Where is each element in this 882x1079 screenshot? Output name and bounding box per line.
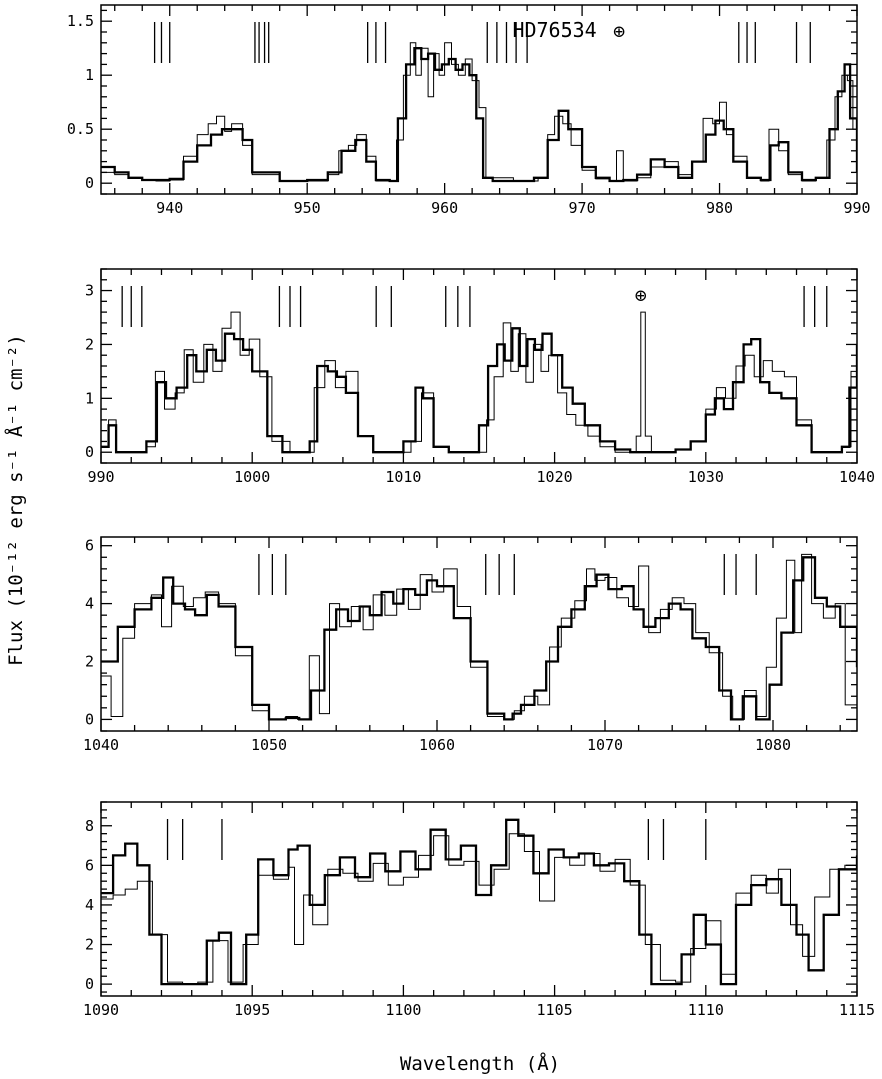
observed-spectrum-line <box>101 42 857 182</box>
panel-frame <box>100 801 858 997</box>
observed-spectrum-line <box>101 553 857 720</box>
x-tick-label: 1060 <box>419 736 455 754</box>
y-tick-label: 0 <box>85 975 94 993</box>
x-tick-label: 960 <box>431 199 458 217</box>
y-tick-label: 4 <box>85 896 94 914</box>
y-axis-label: Flux (10⁻¹² erg s⁻¹ Å⁻¹ cm⁻²) <box>4 334 27 666</box>
x-tick-label: 1040 <box>83 736 119 754</box>
chart-title: HD76534 <box>512 18 596 42</box>
x-tick-label: 990 <box>87 468 114 486</box>
y-tick-label: 4 <box>85 595 94 613</box>
earth-symbol: ⊕ <box>635 283 647 307</box>
x-tick-label: 1110 <box>688 1001 724 1019</box>
x-tick-label: 1080 <box>755 736 791 754</box>
panel-frame <box>100 4 858 195</box>
spectrum-panel-3: 1040 1050 1060 1070 1080 0 2 4 6 <box>83 536 858 754</box>
y-tick-label: 1 <box>85 66 94 84</box>
x-tick-label: 1030 <box>688 468 724 486</box>
y-tick-label: 6 <box>85 856 94 874</box>
x-tick-label: 1000 <box>234 468 270 486</box>
x-tick-label: 1040 <box>839 468 875 486</box>
earth-symbol: ⊕ <box>613 19 625 43</box>
model-spectrum-line <box>101 556 857 721</box>
series-group <box>101 311 857 454</box>
spectrum-panel-4: 1090 1095 1100 1105 1110 1115 0 2 4 6 8 <box>83 801 875 1019</box>
spectrum-panel-2: 990 1000 1010 1020 1030 1040 0 1 2 3 ⊕ <box>85 268 875 486</box>
y-tick-label: 8 <box>85 817 94 835</box>
model-spectrum-line <box>101 818 857 986</box>
x-tick-label: 1070 <box>587 736 623 754</box>
x-tick-label: 1090 <box>83 1001 119 1019</box>
x-tick-label: 1095 <box>234 1001 270 1019</box>
x-tick-label: 970 <box>569 199 596 217</box>
y-tick-label: 0 <box>85 174 94 192</box>
y-tick-label: 0 <box>85 443 94 461</box>
model-spectrum-line <box>101 327 857 454</box>
spectrum-panel-1: 940 950 960 970 980 990 0 0.5 1 1.5 ⊕ HD76534 <box>67 4 871 217</box>
x-tick-label: 1105 <box>537 1001 573 1019</box>
series-group <box>101 553 857 721</box>
y-tick-label: 2 <box>85 936 94 954</box>
x-tick-label: 1100 <box>385 1001 421 1019</box>
y-tick-label: 0 <box>85 710 94 728</box>
x-tick-label: 950 <box>294 199 321 217</box>
x-tick-label: 980 <box>706 199 733 217</box>
series-group <box>101 42 857 183</box>
x-tick-label: 1020 <box>537 468 573 486</box>
observed-spectrum-line <box>101 833 857 985</box>
model-spectrum-line <box>101 47 857 183</box>
y-tick-label: 6 <box>85 537 94 555</box>
x-tick-label: 940 <box>156 199 183 217</box>
y-tick-label: 0.5 <box>67 120 94 138</box>
y-tick-label: 1.5 <box>67 12 94 30</box>
y-tick-label: 3 <box>85 282 94 300</box>
y-tick-label: 2 <box>85 653 94 671</box>
x-tick-label: 1050 <box>251 736 287 754</box>
x-tick-label: 1115 <box>839 1001 875 1019</box>
x-axis-label: Wavelength (Å) <box>400 1052 560 1075</box>
x-tick-label: 1010 <box>385 468 421 486</box>
series-group <box>101 818 857 986</box>
x-tick-label: 990 <box>843 199 870 217</box>
y-tick-label: 1 <box>85 389 94 407</box>
y-tick-label: 2 <box>85 335 94 353</box>
observed-spectrum-line <box>101 311 857 453</box>
